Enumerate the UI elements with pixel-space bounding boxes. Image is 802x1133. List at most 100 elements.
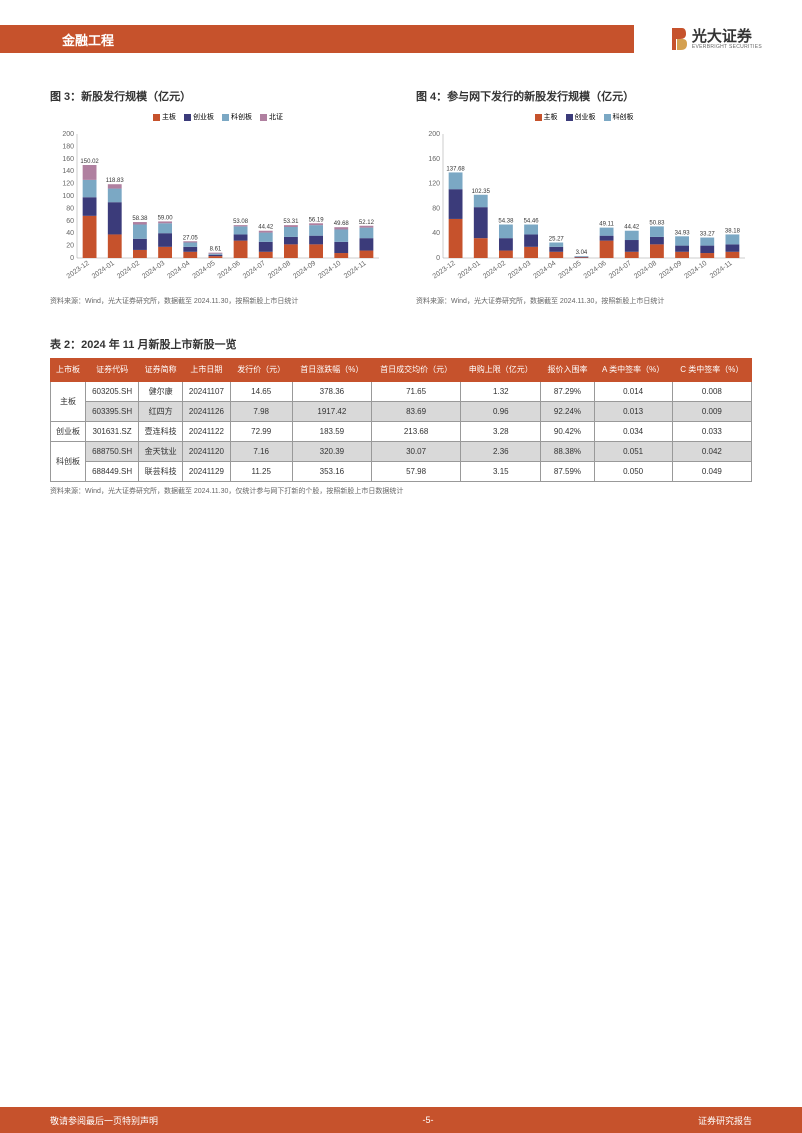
cell: 1.32 <box>461 381 541 401</box>
legend-item: 科创板 <box>222 112 252 122</box>
table2-title: 表 2：2024 年 11 月新股上市新股一览 <box>50 336 752 352</box>
table2: 上市板证券代码证券简称上市日期发行价（元）首日涨跌幅（%）首日成交均价（元）申购… <box>50 358 752 482</box>
cell: 213.68 <box>371 421 460 441</box>
cell: 0.014 <box>594 381 672 401</box>
svg-text:58.38: 58.38 <box>132 216 148 222</box>
table2-body: 主板603205.SH健尔康2024110714.65378.3671.651.… <box>51 381 752 481</box>
footer-left: 敬请参阅最后一页特别声明 <box>50 1114 158 1127</box>
chart4: 图 4：参与网下发行的新股发行规模（亿元） 主板创业板科创板 040801201… <box>416 88 752 306</box>
board-cell: 主板 <box>51 381 86 421</box>
svg-text:44.42: 44.42 <box>258 225 274 231</box>
cell: 0.033 <box>672 421 751 441</box>
col-header: 证券代码 <box>86 359 139 382</box>
cell: 301631.SZ <box>86 421 139 441</box>
cell: 353.16 <box>292 461 371 481</box>
cell: 0.013 <box>594 401 672 421</box>
cell: 87.59% <box>541 461 594 481</box>
col-header: C 类中签率（%） <box>672 359 751 382</box>
svg-text:200: 200 <box>62 131 74 138</box>
chart4-source: 资料来源：Wind，光大证券研究所，数据截至 2024.11.30，按照新股上市… <box>416 296 752 306</box>
svg-text:160: 160 <box>62 156 74 163</box>
chart4-area: 主板创业板科创板 04080120160200137.682023-12102.… <box>416 112 752 292</box>
page: 金融工程 光大证券 EVERBRIGHT SECURITIES 图 3：新股发行… <box>0 0 802 1133</box>
chart3-area: 主板创业板科创板北证 02040608010012014016018020015… <box>50 112 386 292</box>
legend-swatch <box>184 114 191 121</box>
svg-text:2023-12: 2023-12 <box>66 260 91 281</box>
logo-icon <box>670 26 688 52</box>
cell: 0.049 <box>672 461 751 481</box>
svg-text:59.00: 59.00 <box>158 215 174 221</box>
col-header: A 类中签率（%） <box>594 359 672 382</box>
svg-text:2024-05: 2024-05 <box>191 260 216 281</box>
svg-text:20: 20 <box>66 243 74 250</box>
cell: 83.69 <box>371 401 460 421</box>
legend-swatch <box>260 114 267 121</box>
cell: 92.24% <box>541 401 594 421</box>
svg-text:180: 180 <box>62 143 74 150</box>
table-row: 科创板688750.SH金天钛业202411207.16320.3930.072… <box>51 441 752 461</box>
svg-text:0: 0 <box>70 255 74 262</box>
footer-right: 证券研究报告 <box>698 1114 752 1127</box>
cell: 72.99 <box>230 421 292 441</box>
table-row: 创业板301631.SZ壹连科技2024112272.99183.59213.6… <box>51 421 752 441</box>
legend-swatch <box>566 114 573 121</box>
svg-text:54.46: 54.46 <box>524 219 540 225</box>
svg-text:38.18: 38.18 <box>725 228 741 234</box>
cell: 688750.SH <box>86 441 139 461</box>
col-header: 报价入围率 <box>541 359 594 382</box>
legend-item: 创业板 <box>184 112 214 122</box>
content: 图 3：新股发行规模（亿元） 主板创业板科创板北证 02040608010012… <box>0 53 802 496</box>
svg-text:49.68: 49.68 <box>334 221 350 227</box>
legend-label: 创业板 <box>193 112 214 122</box>
legend-label: 科创板 <box>231 112 252 122</box>
svg-text:120: 120 <box>428 181 440 188</box>
svg-text:140: 140 <box>62 168 74 175</box>
footer-center: -5- <box>423 1115 434 1125</box>
cell: 90.42% <box>541 421 594 441</box>
cell: 健尔康 <box>139 381 183 401</box>
cell: 71.65 <box>371 381 460 401</box>
legend-swatch <box>153 114 160 121</box>
svg-text:150.02: 150.02 <box>80 159 99 165</box>
svg-text:56.19: 56.19 <box>309 217 325 223</box>
legend-swatch <box>535 114 542 121</box>
cell: 金天钛业 <box>139 441 183 461</box>
svg-text:2024-06: 2024-06 <box>583 260 608 281</box>
svg-text:40: 40 <box>66 230 74 237</box>
chart3-legend: 主板创业板科创板北证 <box>50 112 386 122</box>
svg-text:40: 40 <box>432 230 440 237</box>
logo: 光大证券 EVERBRIGHT SECURITIES <box>670 26 762 52</box>
logo-name: 光大证券 <box>692 29 762 44</box>
cell: 20241126 <box>183 401 230 421</box>
cell: 11.25 <box>230 461 292 481</box>
svg-text:2024-01: 2024-01 <box>457 260 482 281</box>
svg-text:2024-02: 2024-02 <box>116 260 141 281</box>
cell: 57.98 <box>371 461 460 481</box>
svg-text:2024-08: 2024-08 <box>267 260 292 281</box>
cell: 20241120 <box>183 441 230 461</box>
cell: 0.051 <box>594 441 672 461</box>
cell: 20241122 <box>183 421 230 441</box>
cell: 壹连科技 <box>139 421 183 441</box>
header-accent <box>0 25 50 53</box>
cell: 0.042 <box>672 441 751 461</box>
svg-text:34.93: 34.93 <box>675 230 691 236</box>
svg-text:8.61: 8.61 <box>210 247 222 253</box>
col-header: 证券简称 <box>139 359 183 382</box>
chart4-legend: 主板创业板科创板 <box>416 112 752 122</box>
svg-text:2024-11: 2024-11 <box>343 260 368 280</box>
svg-text:53.31: 53.31 <box>283 219 299 225</box>
cell: 7.98 <box>230 401 292 421</box>
svg-text:25.27: 25.27 <box>549 237 565 243</box>
legend-item: 科创板 <box>604 112 634 122</box>
cell: 88.38% <box>541 441 594 461</box>
header: 金融工程 光大证券 EVERBRIGHT SECURITIES <box>0 0 802 53</box>
table2-header-row: 上市板证券代码证券简称上市日期发行价（元）首日涨跌幅（%）首日成交均价（元）申购… <box>51 359 752 382</box>
svg-text:0: 0 <box>436 255 440 262</box>
svg-text:200: 200 <box>428 131 440 138</box>
cell: 378.36 <box>292 381 371 401</box>
cell: 30.07 <box>371 441 460 461</box>
table2-section: 表 2：2024 年 11 月新股上市新股一览 上市板证券代码证券简称上市日期发… <box>50 336 752 496</box>
table2-source: 资料来源：Wind，光大证券研究所，数据截至 2024.11.30，仅统计参与网… <box>50 486 752 496</box>
cell: 0.009 <box>672 401 751 421</box>
